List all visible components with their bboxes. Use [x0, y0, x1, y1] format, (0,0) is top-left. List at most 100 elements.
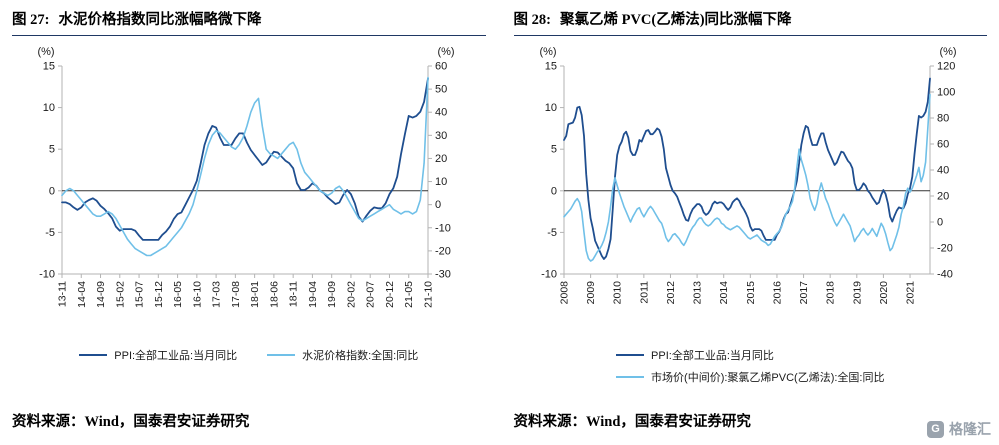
svg-text:20: 20 [937, 191, 949, 203]
svg-text:15-12: 15-12 [153, 281, 165, 308]
figure-28-title: 图 28: 聚氯乙烯 PVC(乙烯法)同比涨幅下降 [513, 6, 987, 36]
pvc-ppi-line-chart: 15 10 5 0 -5 -10 120 100 80 60 40 20 0 -20 -40 (%) (%) 20… [514, 44, 988, 337]
svg-text:0: 0 [49, 185, 55, 197]
svg-text:2011: 2011 [638, 281, 650, 304]
svg-text:14-04: 14-04 [76, 281, 88, 308]
svg-text:-10: -10 [39, 269, 55, 281]
gelonghui-logo-icon: G [927, 420, 944, 438]
svg-text:-40: -40 [937, 269, 953, 281]
svg-text:60: 60 [937, 139, 949, 151]
svg-text:20: 20 [435, 153, 447, 165]
svg-text:(%): (%) [37, 46, 54, 58]
svg-text:120: 120 [937, 61, 955, 73]
svg-text:(%): (%) [939, 46, 956, 58]
figure-28-label: 图 28: [513, 12, 551, 28]
svg-text:2019: 2019 [851, 281, 863, 305]
svg-text:19-09: 19-09 [326, 281, 338, 308]
legend-item: PPI:全部工业品:当月同比 [79, 347, 237, 363]
svg-text:5: 5 [49, 144, 55, 156]
svg-text:2017: 2017 [798, 281, 810, 305]
svg-text:17-08: 17-08 [230, 281, 242, 308]
svg-text:60: 60 [435, 61, 447, 73]
svg-text:10: 10 [43, 102, 55, 114]
svg-text:15-07: 15-07 [134, 281, 146, 308]
svg-text:30: 30 [435, 130, 447, 142]
svg-text:0: 0 [550, 185, 556, 197]
legend-line-swatch [267, 354, 296, 356]
svg-text:-5: -5 [547, 227, 557, 239]
svg-text:10: 10 [435, 176, 447, 188]
svg-text:2020: 2020 [877, 281, 889, 305]
svg-text:-10: -10 [435, 222, 451, 234]
svg-text:2015: 2015 [744, 281, 756, 305]
figure-28-title-text: 聚氯乙烯 PVC(乙烯法)同比涨幅下降 [559, 12, 792, 28]
cement-ppi-line-chart: 15 10 5 0 -5 -10 60 50 40 30 20 10 0 -10 -20 -30 (%) (%) 1… [12, 44, 486, 337]
svg-text:40: 40 [937, 165, 949, 177]
svg-text:18-01: 18-01 [249, 281, 261, 308]
svg-text:0: 0 [937, 217, 943, 229]
svg-text:18-06: 18-06 [268, 281, 280, 308]
svg-text:19-04: 19-04 [307, 281, 319, 308]
figure-27-title-text: 水泥价格指数同比涨幅略微下降 [58, 12, 262, 28]
svg-text:-30: -30 [435, 269, 451, 281]
svg-text:13-11: 13-11 [57, 281, 69, 307]
legend-item: 水泥价格指数:全国:同比 [267, 347, 418, 363]
legend-label: 市场价(中间价):聚氯乙烯PVC(乙烯法):全国:同比 [651, 372, 885, 384]
svg-text:20-07: 20-07 [365, 281, 377, 308]
svg-text:-5: -5 [45, 227, 55, 239]
svg-text:(%): (%) [539, 46, 556, 58]
legend-item: PPI:全部工业品:当月同比 [616, 347, 774, 363]
svg-text:-20: -20 [435, 245, 451, 257]
figure-28-panel: 图 28: 聚氯乙烯 PVC(乙烯法)同比涨幅下降 15 10 5 0 -5 -10 120 1… [513, 6, 988, 433]
svg-text:21-10: 21-10 [423, 281, 435, 308]
svg-text:2018: 2018 [824, 281, 836, 305]
gelonghui-logo-text: 格隆汇 [949, 421, 991, 437]
gelonghui-logo: G 格隆汇 [927, 419, 991, 439]
svg-text:17-03: 17-03 [211, 281, 223, 308]
svg-text:10: 10 [544, 102, 556, 114]
svg-text:2013: 2013 [691, 281, 703, 305]
svg-text:2021: 2021 [904, 281, 916, 305]
svg-text:0: 0 [435, 199, 441, 211]
svg-text:15: 15 [544, 61, 556, 73]
figure-27-legend: PPI:全部工业品:当月同比 水泥价格指数:全国:同比 [79, 347, 418, 363]
legend-label: PPI:全部工业品:当月同比 [114, 350, 238, 362]
svg-text:14-09: 14-09 [95, 281, 107, 308]
svg-text:2008: 2008 [558, 281, 570, 305]
svg-text:100: 100 [937, 87, 955, 99]
legend-label: 水泥价格指数:全国:同比 [302, 350, 419, 362]
legend-item: 市场价(中间价):聚氯乙烯PVC(乙烯法):全国:同比 [616, 369, 884, 385]
figure-27-source-note: 资料来源：Wind，国泰君安证券研究 [12, 414, 250, 430]
legend-line-swatch [79, 354, 108, 356]
svg-text:-20: -20 [937, 243, 953, 255]
svg-text:40: 40 [435, 107, 447, 119]
svg-text:(%): (%) [437, 46, 454, 58]
svg-text:20-12: 20-12 [384, 281, 396, 308]
legend-line-swatch [616, 376, 645, 378]
figure-27-title: 图 27: 水泥价格指数同比涨幅略微下降 [12, 6, 486, 36]
figure-28-legend: PPI:全部工业品:当月同比市场价(中间价):聚氯乙烯PVC(乙烯法):全国:同… [616, 347, 884, 385]
legend-label: PPI:全部工业品:当月同比 [651, 350, 774, 362]
svg-text:18-11: 18-11 [288, 281, 300, 307]
svg-text:-10: -10 [541, 269, 557, 281]
svg-text:2010: 2010 [611, 281, 623, 305]
svg-text:5: 5 [550, 144, 556, 156]
figure-28-source-note: 资料来源：Wind，国泰君安证券研究 [513, 414, 751, 430]
svg-text:15: 15 [43, 61, 55, 73]
svg-text:21-05: 21-05 [403, 281, 415, 308]
svg-text:2012: 2012 [664, 281, 676, 305]
svg-text:16-10: 16-10 [191, 281, 203, 308]
svg-text:80: 80 [937, 113, 949, 125]
line-chart-canvas: 15 10 5 0 -5 -10 120 100 80 60 40 20 0 -20 -40 (%) (%) 20… [539, 46, 956, 305]
svg-text:16-05: 16-05 [172, 281, 184, 308]
svg-text:20-02: 20-02 [345, 281, 357, 308]
svg-text:2014: 2014 [718, 281, 730, 305]
svg-text:2016: 2016 [771, 281, 783, 305]
figure-27-label: 图 27: [12, 12, 50, 28]
svg-text:2009: 2009 [585, 281, 597, 305]
legend-line-swatch [616, 354, 645, 356]
figure-27-panel: 图 27: 水泥价格指数同比涨幅略微下降 15 10 5 0 -5 -10 60 50 40 30 2… [12, 6, 486, 433]
svg-text:15-02: 15-02 [114, 281, 126, 308]
